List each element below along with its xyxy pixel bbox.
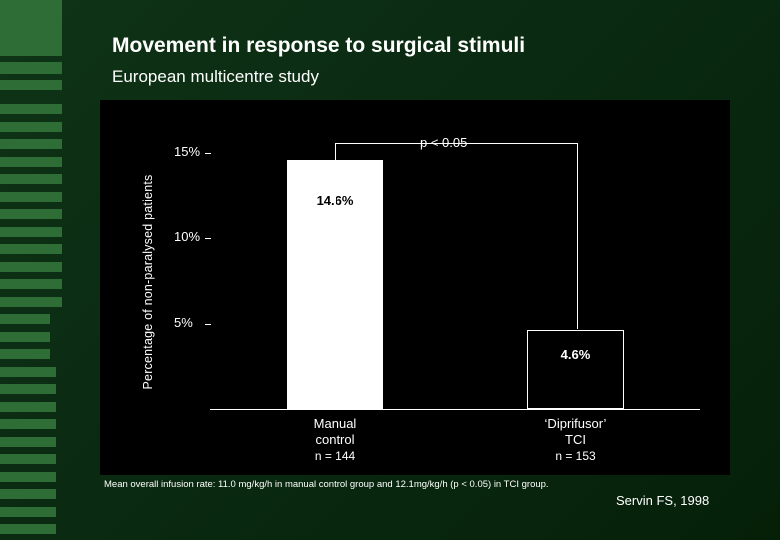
stripe (0, 227, 62, 237)
stripe (0, 524, 56, 534)
stripe (0, 507, 56, 517)
p-value-label: p < 0.05 (420, 135, 468, 150)
stripe (0, 262, 62, 272)
y-tick-label-5: 5% (174, 314, 193, 330)
category-label-diprifusor-tci: ‘Diprifusor’ TCI (544, 416, 607, 447)
stripe (0, 384, 56, 394)
stripe (0, 209, 62, 219)
stripe (0, 104, 62, 114)
footnote: Mean overall infusion rate: 11.0 mg/kg/h… (104, 479, 549, 490)
bar-diprifusor-tci (527, 330, 624, 409)
stripe (0, 244, 62, 254)
stripe (0, 297, 62, 307)
stripe (0, 367, 56, 377)
stripe (0, 157, 62, 167)
stripe (0, 192, 62, 202)
y-tick-mark-15 (205, 153, 211, 154)
sample-size-diprifusor-tci: n = 153 (555, 449, 596, 463)
y-tick-label-10: 10% (174, 229, 201, 245)
x-axis-line (210, 409, 700, 410)
y-tick-label-15: 15% (174, 144, 201, 159)
stripe (0, 472, 56, 482)
sample-size-manual-control: n = 144 (314, 449, 356, 463)
significance-bracket (335, 143, 578, 330)
stripe (0, 122, 62, 132)
stripe (0, 174, 62, 184)
stripe (0, 80, 62, 90)
y-axis-label: Percentage of non-paralysed patients (141, 174, 155, 390)
stripe (0, 0, 62, 56)
slide-title: Movement in response to surgical stimuli (112, 34, 526, 57)
stripe (0, 419, 56, 429)
citation: Servin FS, 1998 (616, 493, 710, 508)
stripe (0, 332, 50, 342)
data-label-diprifusor-tci: 4.6% (560, 347, 591, 363)
category-label-manual-control: Manual control (313, 416, 357, 447)
stripe (0, 402, 56, 412)
stripe (0, 139, 62, 149)
stripe (0, 454, 56, 464)
stripe (0, 437, 56, 447)
decorative-stripes (0, 0, 80, 540)
y-tick-mark-5 (205, 323, 211, 325)
stripe (0, 62, 62, 74)
stripe (0, 279, 62, 289)
y-tick-mark-10 (205, 238, 211, 240)
chart-panel (100, 100, 730, 475)
stripe (0, 349, 50, 359)
stripe (0, 489, 56, 499)
stripe (0, 314, 50, 324)
slide-subtitle: European multicentre study (112, 67, 319, 86)
